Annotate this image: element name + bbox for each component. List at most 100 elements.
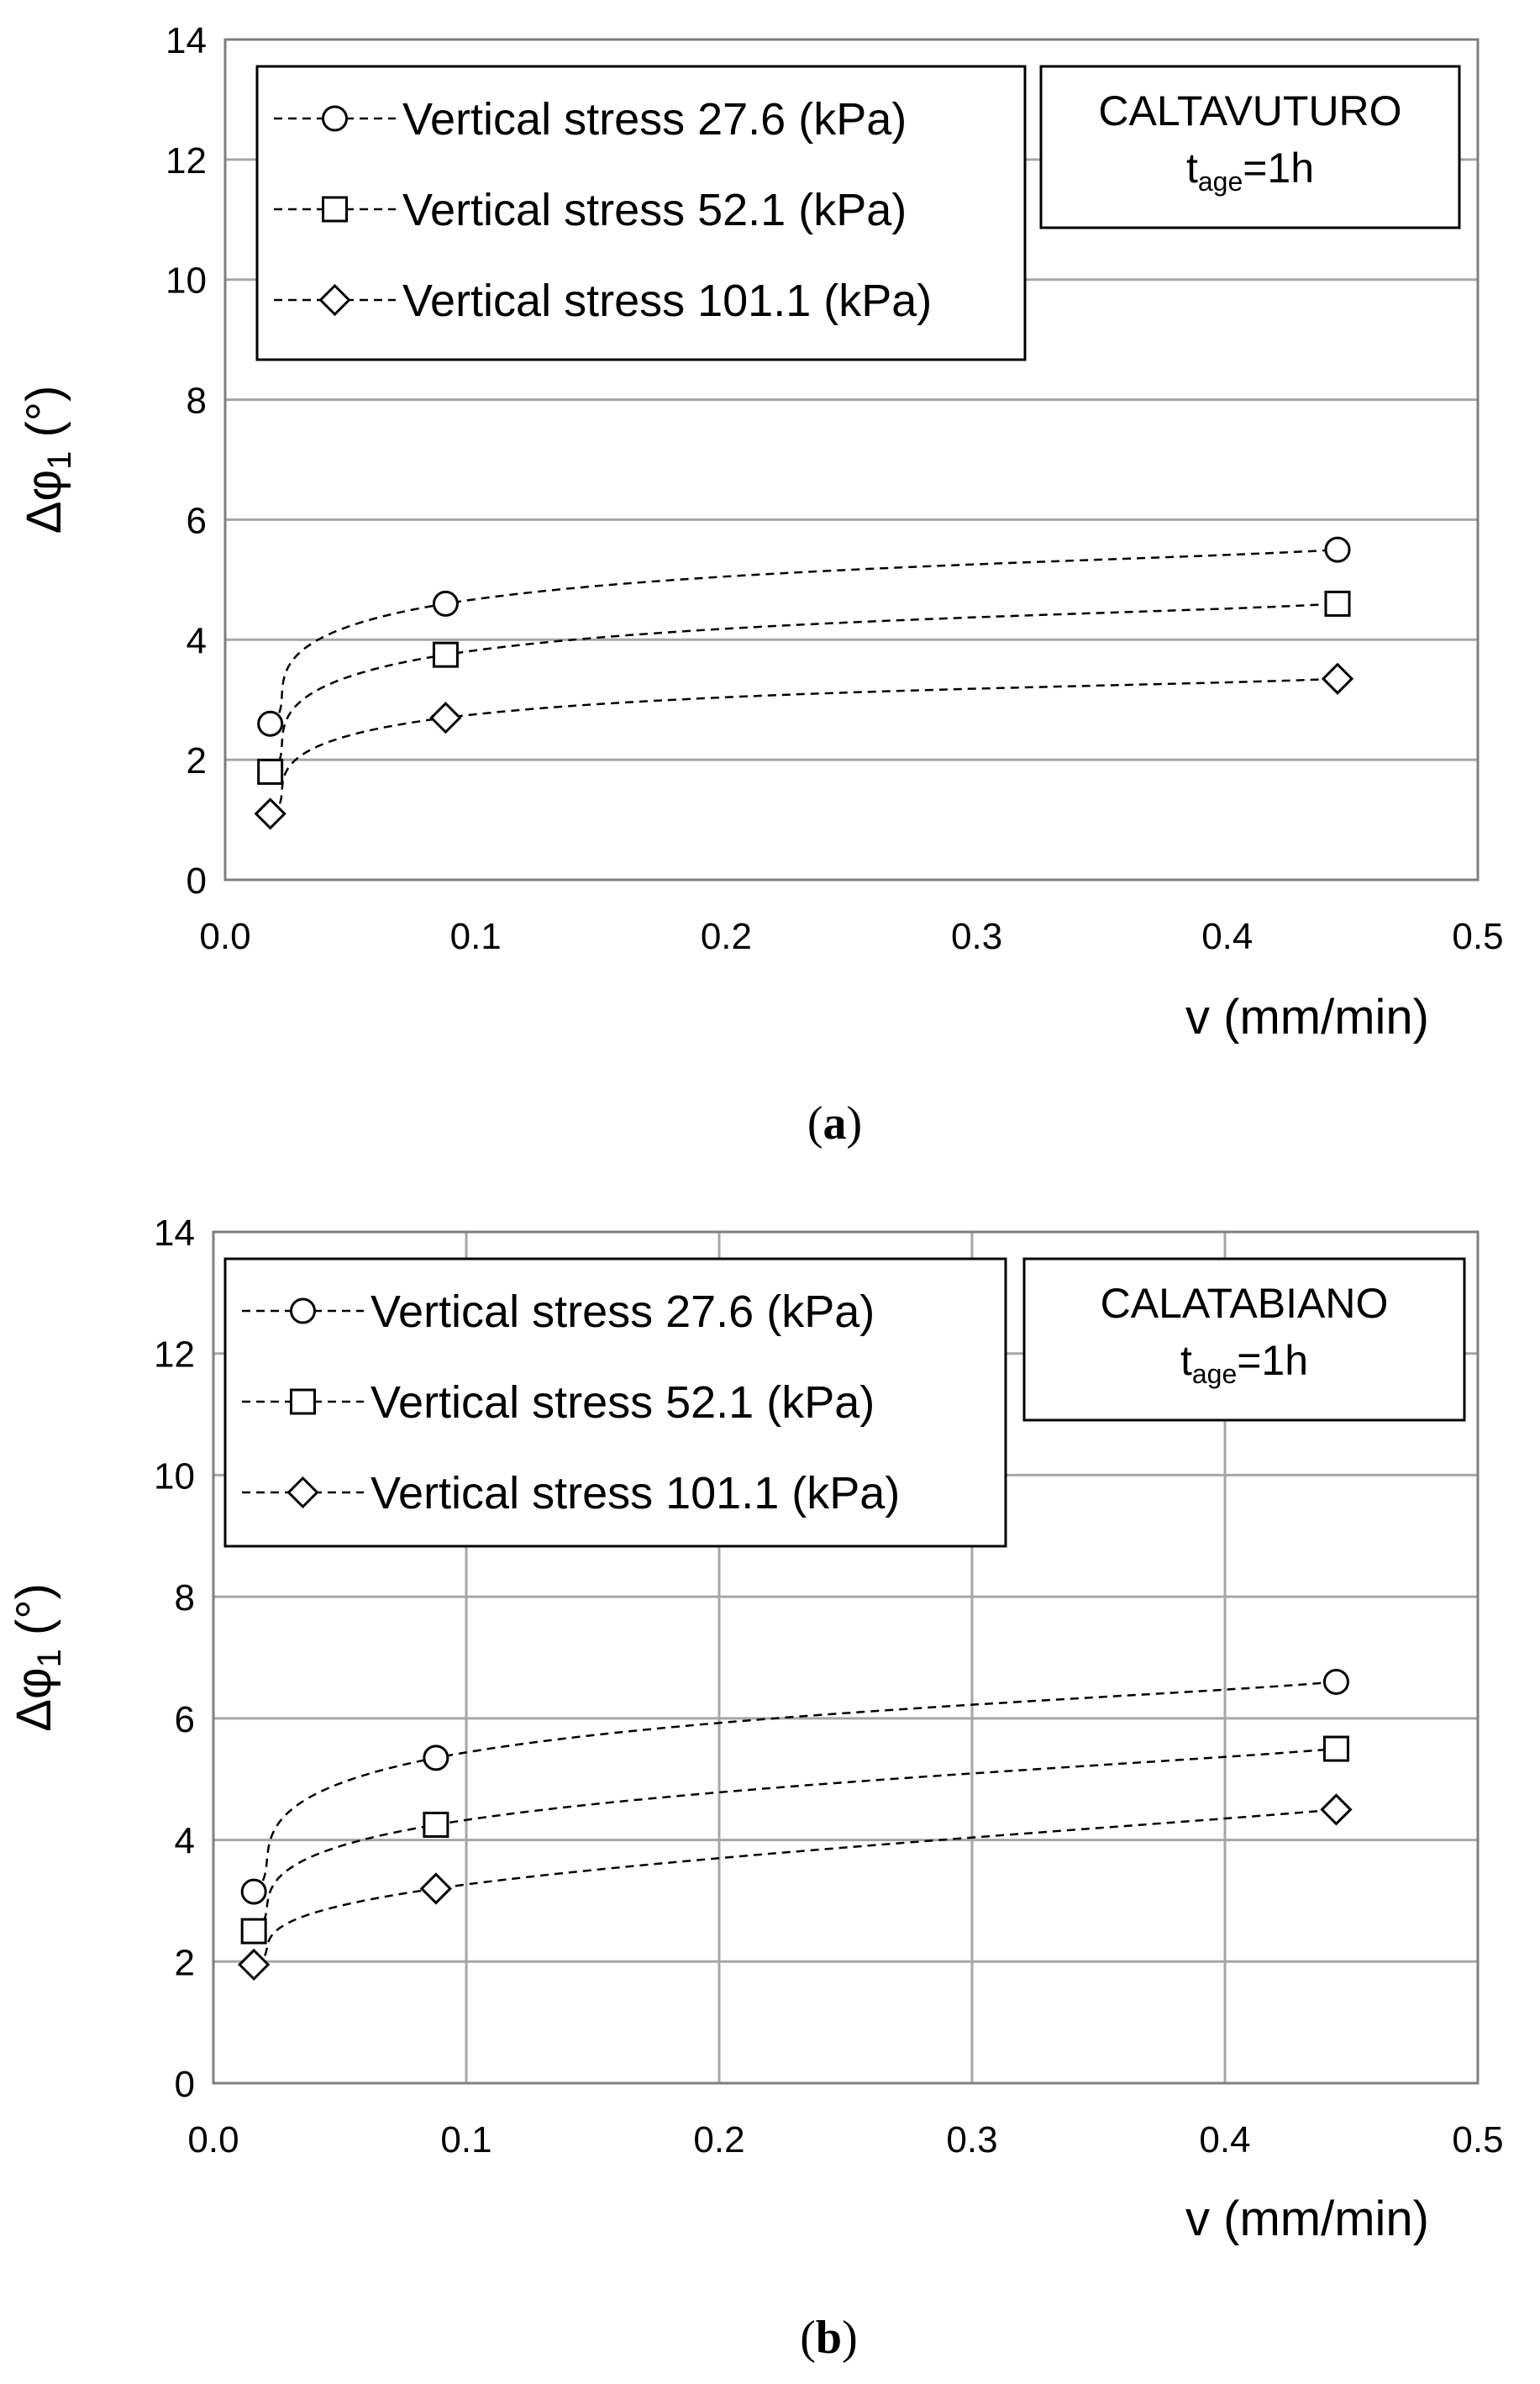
chart-b-site-box: CALATABIANO tage=1h — [1022, 1257, 1466, 1422]
chart-b-y-tick-label: 14 — [154, 1213, 195, 1254]
chart-b-site-box-frame — [1022, 1257, 1466, 1422]
chart-b-y-tick-label: 2 — [175, 1942, 195, 1983]
chart-a-legend-marker-circle — [322, 105, 348, 132]
chart-b-site-label: CALATABIANO — [1101, 1280, 1389, 1327]
chart-a-caption-close: ) — [847, 1097, 863, 1150]
chart-b-caption-letter: b — [816, 2312, 842, 2364]
chart-a-y-tick-label: 12 — [166, 140, 207, 182]
chart-a-y-tick-label: 6 — [187, 500, 207, 541]
chart-b-y-axis-label-unit: (°) — [7, 1583, 61, 1649]
chart-a-legend-entry: Vertical stress 27.6 (kPa) — [402, 94, 907, 145]
chart-b-legend-entry: Vertical stress 52.1 (kPa) — [371, 1377, 875, 1428]
chart-b-y-axis-label-symbol: Δφ — [7, 1667, 61, 1731]
chart-b-y-tick-label: 12 — [154, 1334, 195, 1376]
chart-b-x-tick-label: 0.2 — [693, 2119, 744, 2160]
chart-b-legend-entry: Vertical stress 101.1 (kPa) — [371, 1468, 900, 1518]
chart-panel-b: 0 2 4 6 8 10 12 14 0.0 0.1 0.2 0.3 0.4 0.5 Δφ1 (°) v (m… — [0, 1193, 1540, 2384]
chart-a-data-point-square — [432, 641, 459, 668]
chart-a-legend-box — [255, 65, 1027, 361]
chart-b-data-point-diamond — [1320, 1793, 1353, 1826]
chart-b-series-line — [253, 1747, 1337, 1933]
chart-a-series-1 — [257, 536, 1351, 737]
chart-a-t-age-symbol: t — [1186, 145, 1198, 192]
chart-a-site-label: CALTAVUTURO — [1098, 87, 1401, 134]
chart-b-x-tick-label: 0.4 — [1199, 2119, 1250, 2160]
chart-b-series-1 — [240, 1668, 1349, 1905]
chart-a-series-3 — [254, 662, 1354, 830]
chart-b-svg: 0 2 4 6 8 10 12 14 0.0 0.1 0.2 0.3 0.4 0.5 Δφ1 (°) v (m… — [7, 1213, 1504, 2364]
chart-a-y-axis-label-subscript: 1 — [41, 451, 78, 470]
chart-a-legend: Vertical stress 27.6 (kPa) Vertical stres… — [255, 65, 1027, 361]
chart-b-x-tick-label: 0.1 — [440, 2119, 491, 2160]
chart-b-data-point-diamond — [419, 1872, 453, 1905]
chart-a-data-point-diamond — [429, 702, 462, 734]
chart-a-caption-letter: a — [823, 1097, 847, 1150]
chart-a-y-axis-label-symbol: Δφ — [17, 470, 71, 534]
chart-b-t-age-label: tage=1h — [1180, 1337, 1308, 1389]
chart-b-series-line — [253, 1808, 1337, 1966]
chart-b-t-age-value: =1h — [1237, 1337, 1308, 1384]
chart-a-y-axis-label: Δφ1 (°) — [17, 386, 78, 534]
chart-b-caption-close: ) — [842, 2312, 858, 2364]
chart-a-data-point-square — [257, 758, 284, 785]
chart-a-x-tick-label: 0.3 — [951, 916, 1002, 957]
chart-b-series-line — [253, 1681, 1337, 1893]
chart-b-x-tick-label: 0.0 — [187, 2119, 239, 2160]
chart-b-data-point-circle — [423, 1745, 449, 1771]
chart-b-y-tick-labels: 0 2 4 6 8 10 12 14 — [154, 1213, 195, 2105]
chart-a-t-age-subscript: age — [1198, 166, 1243, 197]
chart-b-t-age-subscript: age — [1192, 1359, 1237, 1389]
chart-a-x-tick-label: 0.2 — [701, 916, 752, 957]
chart-b-y-tick-label: 8 — [175, 1577, 195, 1618]
chart-a-series-line — [270, 677, 1338, 815]
chart-b-x-tick-labels: 0.0 0.1 0.2 0.3 0.4 0.5 — [187, 2119, 1503, 2160]
chart-a-legend-marker-diamond — [318, 283, 351, 317]
chart-a-site-box: CALTAVUTURO tage=1h — [1039, 65, 1461, 229]
chart-a-y-tick-label: 2 — [187, 740, 207, 782]
chart-a-series-line — [269, 548, 1338, 725]
chart-b-y-axis-label-subscript: 1 — [31, 1649, 68, 1667]
chart-b-legend-marker-diamond — [286, 1476, 319, 1509]
chart-b-x-tick-label: 0.5 — [1452, 2119, 1503, 2160]
chart-a-x-tick-label: 0.1 — [450, 916, 502, 957]
chart-a-y-axis-label-unit: (°) — [17, 386, 71, 451]
chart-b-data-point-circle — [1322, 1668, 1349, 1695]
chart-a-data-point-diamond — [1321, 662, 1354, 695]
chart-a-t-age-label: tage=1h — [1186, 145, 1314, 197]
chart-a-y-tick-label: 14 — [166, 20, 207, 61]
chart-b-legend-entry: Vertical stress 27.6 (kPa) — [371, 1287, 875, 1337]
chart-a-site-box-frame — [1039, 65, 1461, 229]
chart-a-x-tick-labels: 0.0 0.1 0.2 0.3 0.4 0.5 — [199, 916, 1503, 957]
chart-b-y-axis-label: Δφ1 (°) — [7, 1583, 68, 1732]
chart-b-legend-marker-circle — [290, 1297, 316, 1324]
chart-a-x-tick-label: 0.5 — [1452, 916, 1503, 957]
chart-a-y-tick-label: 4 — [187, 620, 207, 661]
chart-b-y-tick-label: 6 — [175, 1699, 195, 1740]
chart-b-data-point-square — [1322, 1735, 1349, 1762]
chart-b-panel-caption: (b) — [800, 2312, 857, 2364]
chart-b-t-age-symbol: t — [1180, 1337, 1192, 1384]
chart-b-legend-box — [223, 1257, 1007, 1548]
chart-a-data-point-diamond — [254, 797, 286, 830]
chart-a-series-line — [269, 603, 1338, 773]
chart-b-data-point-square — [240, 1918, 267, 1945]
chart-b-x-axis-label: v (mm/min) — [1185, 2192, 1429, 2246]
chart-b-caption-open: ( — [800, 2312, 816, 2364]
chart-a-data-point-circle — [257, 710, 284, 737]
chart-b-series-3 — [238, 1793, 1353, 1981]
chart-b-series-2 — [240, 1735, 1349, 1945]
chart-b-plot-frame — [212, 1230, 1480, 2085]
chart-a-y-tick-label: 8 — [187, 381, 207, 422]
chart-b-y-tick-label: 10 — [154, 1455, 195, 1497]
chart-a-x-tick-label: 0.4 — [1201, 916, 1253, 957]
chart-a-legend-marker-square — [322, 196, 348, 223]
chart-b-data-point-diamond — [238, 1948, 271, 1981]
chart-a-x-axis-label: v (mm/min) — [1185, 990, 1429, 1045]
chart-a-y-tick-labels: 0 2 4 6 8 10 12 14 — [166, 20, 207, 902]
chart-a-legend-entry: Vertical stress 101.1 (kPa) — [402, 276, 932, 326]
chart-a-data-point-circle — [432, 590, 459, 617]
chart-a-legend-entry: Vertical stress 52.1 (kPa) — [402, 185, 907, 235]
chart-b-data-point-square — [423, 1811, 449, 1838]
chart-a-x-tick-label: 0.0 — [199, 916, 250, 957]
chart-a-caption-open: ( — [807, 1097, 823, 1150]
